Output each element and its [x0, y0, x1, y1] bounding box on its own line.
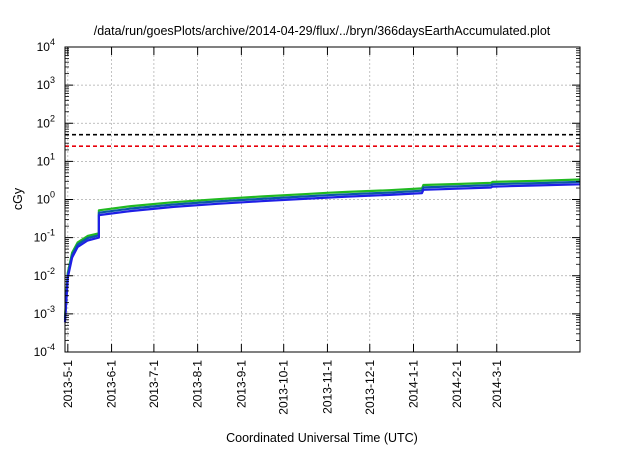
x-tick-label: 2013-8-1 [191, 360, 205, 408]
y-tick-label: 103 [37, 75, 55, 92]
series-line [63, 180, 581, 320]
x-tick-label: 2013-7-1 [147, 360, 161, 408]
axis-ticks: 10-4 10-3 10-2 10-1 100 101 102 103 104 2013-5-1 2… [34, 37, 580, 415]
y-tick-label: 102 [37, 113, 55, 130]
y-tick-label: 100 [37, 190, 55, 207]
x-tick-label: 2013-6-1 [105, 360, 119, 408]
x-tick-label: 2014-1-1 [407, 360, 421, 408]
x-tick-label: 2014-3-1 [490, 360, 504, 408]
x-tick-label: 2013-11-1 [320, 360, 334, 414]
y-tick-label: 10-1 [34, 228, 55, 245]
reference-lines [65, 133, 580, 148]
series-line [63, 178, 581, 318]
x-tick-label: 2014-2-1 [450, 360, 464, 408]
chart-title: /data/run/goesPlots/archive/2014-04-29/f… [94, 24, 551, 38]
x-tick-label: 2013-10-1 [277, 360, 291, 415]
x-axis-label: Coordinated Universal Time (UTC) [226, 431, 418, 445]
x-tick-label: 2013-12-1 [363, 360, 377, 415]
grid [65, 46, 580, 353]
x-tick-label: 2013-9-1 [234, 360, 248, 408]
y-tick-label: 101 [37, 151, 55, 168]
y-axis-label: cGy [11, 187, 25, 210]
y-tick-label: 10-3 [34, 304, 55, 321]
y-tick-label: 104 [37, 37, 55, 54]
y-tick-label: 10-4 [34, 342, 55, 359]
y-tick-label: 10-2 [34, 266, 55, 283]
series-lines [63, 178, 581, 323]
series-line [63, 183, 581, 323]
x-tick-label: 2013-5-1 [61, 360, 75, 408]
